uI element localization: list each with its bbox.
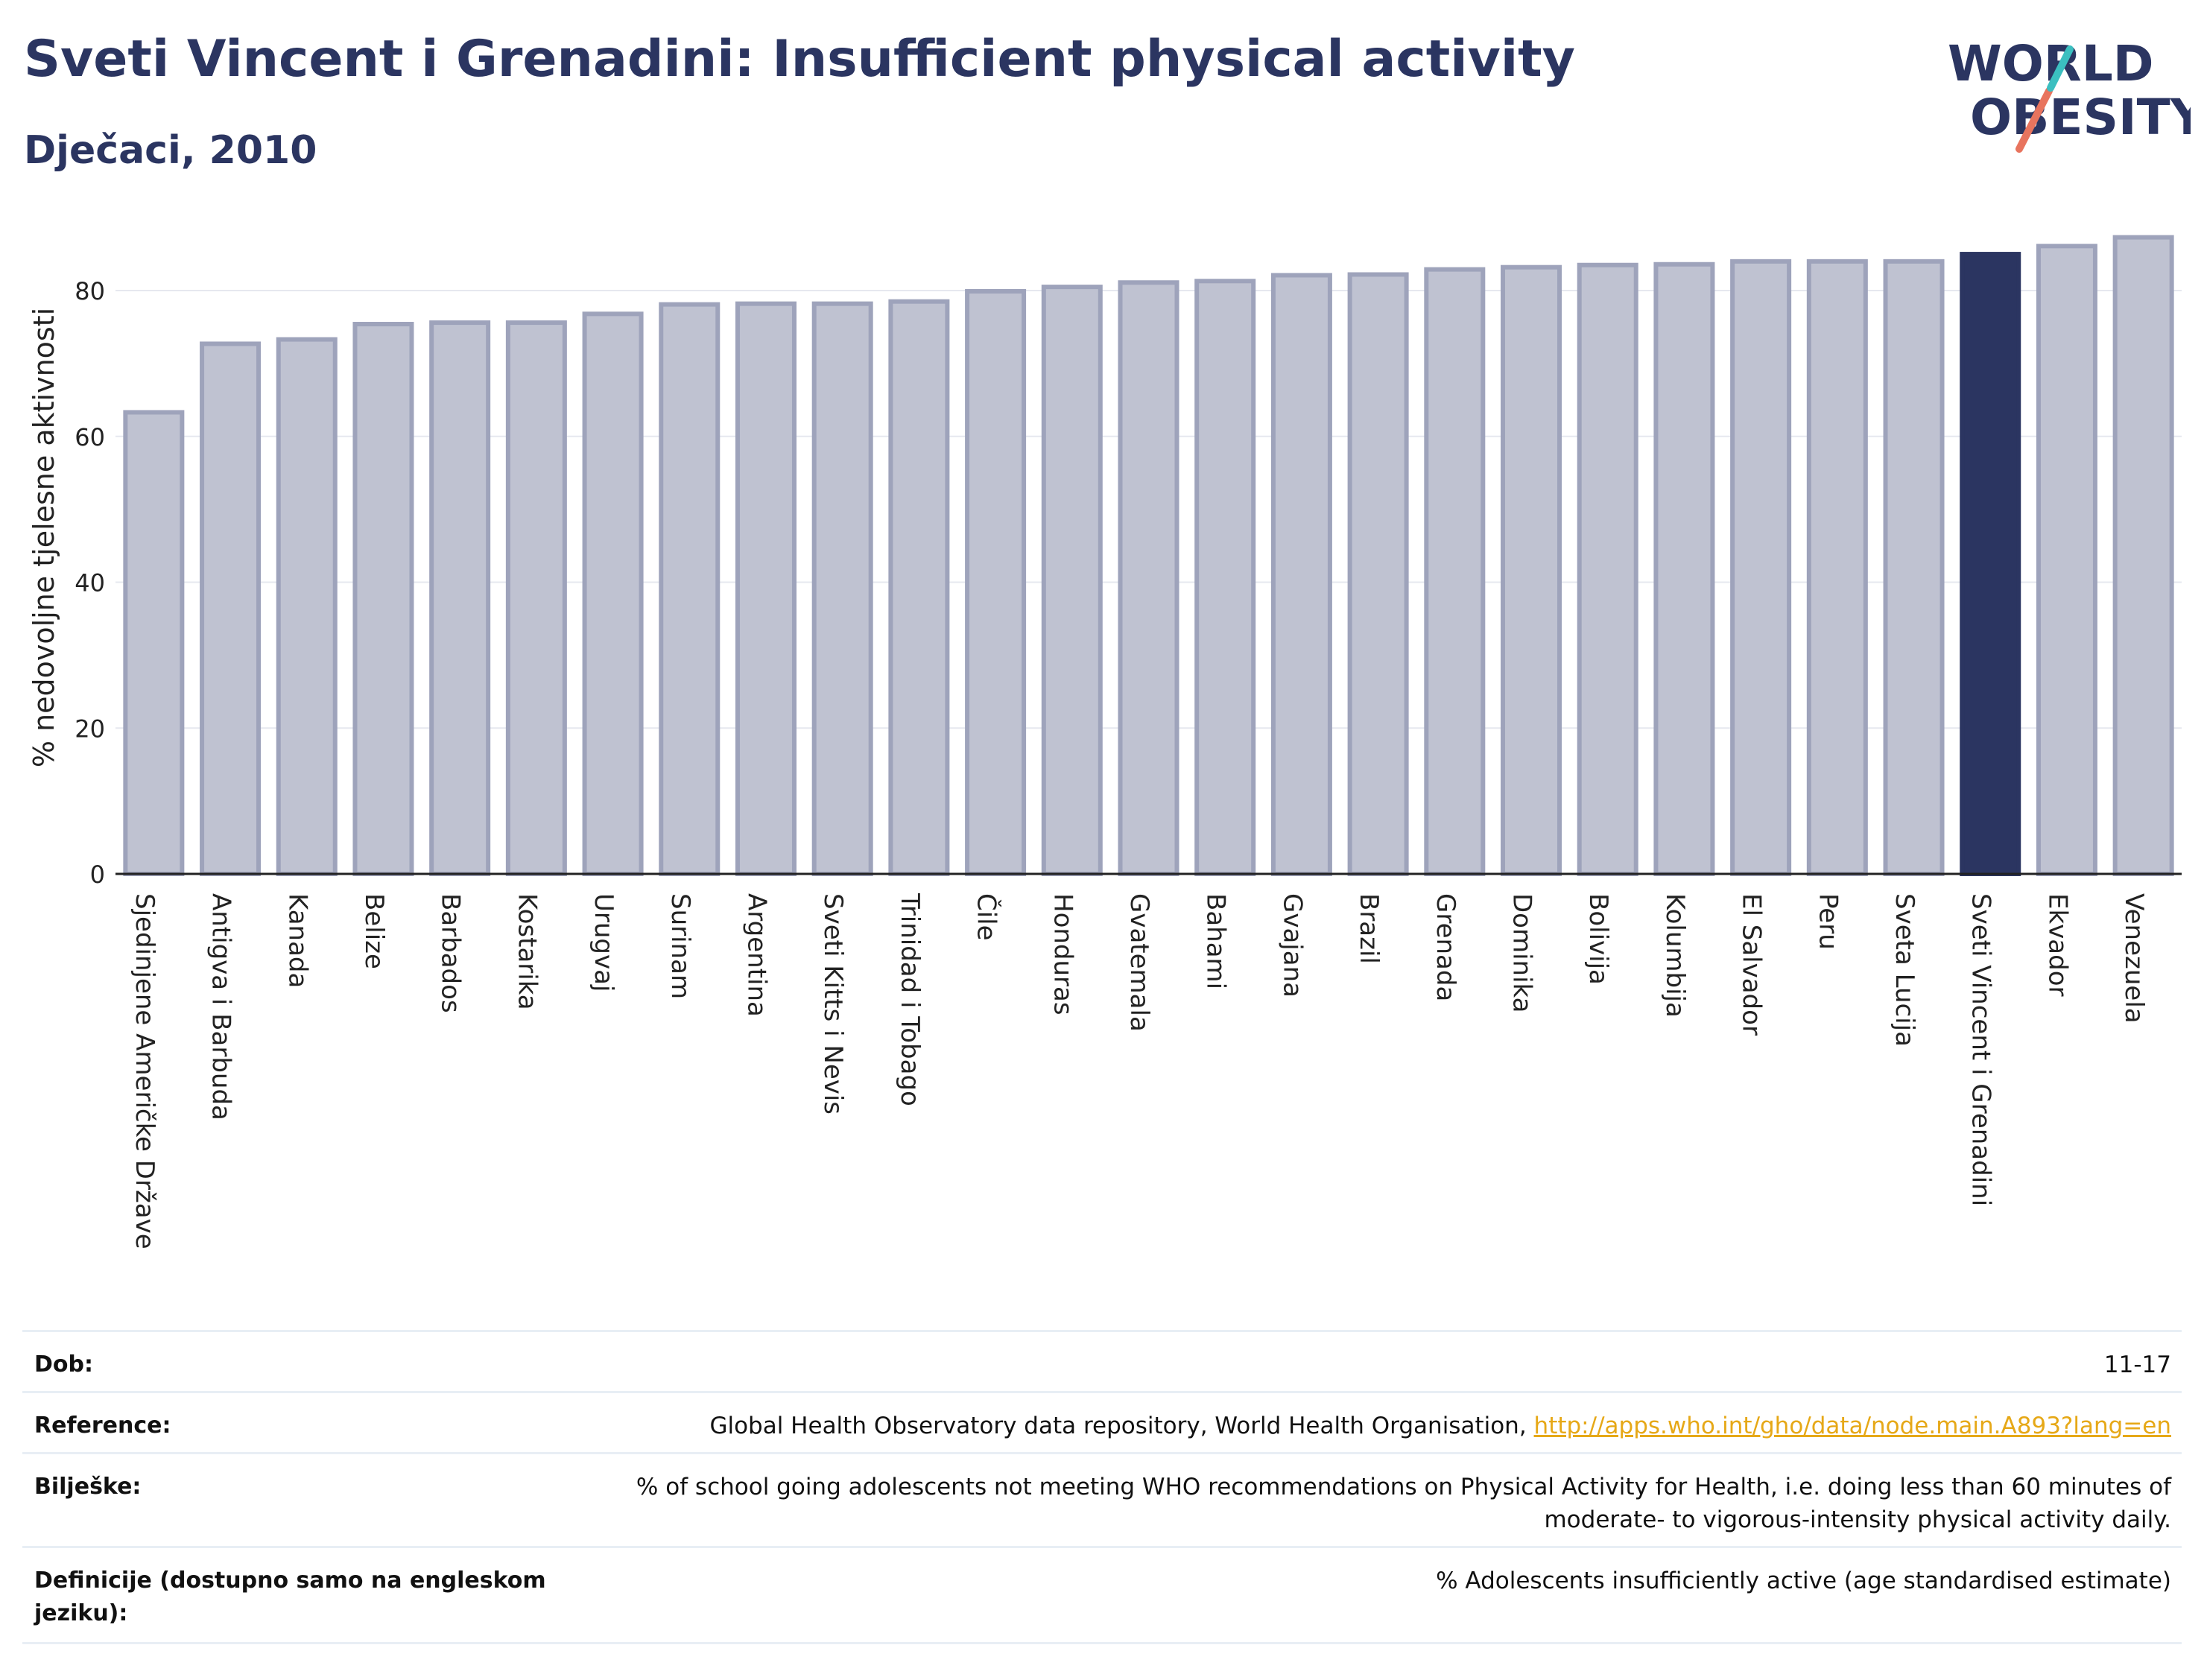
- bar: [505, 320, 567, 876]
- bar: [659, 302, 721, 876]
- meta-label-definitions: Definicije (dostupno samo na engleskom j…: [34, 1565, 571, 1630]
- x-tick-label: Argentina: [741, 893, 771, 1017]
- y-tick-label-80: 80: [75, 277, 105, 305]
- x-tick-label: Bahami: [1201, 893, 1231, 989]
- x-tick-label: Honduras: [1048, 893, 1077, 1015]
- x-tick-label: Trinidad i Tobago: [895, 893, 925, 1106]
- bar: [735, 301, 797, 876]
- bar: [1194, 279, 1256, 876]
- reference-link[interactable]: http://apps.who.int/gho/data/node.main.A…: [1533, 1413, 2171, 1439]
- bar-highlight: [1960, 252, 2021, 876]
- bar: [2112, 235, 2174, 876]
- meta-row-notes: Bilješke: % of school going adolescents …: [22, 1452, 2182, 1548]
- world-obesity-logo: WORLD OBESITY: [1948, 35, 2191, 153]
- bar: [1653, 261, 1715, 876]
- bar: [1577, 262, 1638, 876]
- bar: [1424, 267, 1486, 876]
- bar: [429, 320, 491, 876]
- bar: [1041, 285, 1103, 876]
- x-tick-label: Belize: [359, 893, 389, 969]
- bar: [276, 337, 338, 877]
- x-tick-label: Kostarika: [512, 893, 542, 1010]
- x-tick-label: Grenada: [1431, 893, 1460, 1001]
- meta-value-age: 11-17: [2103, 1351, 2171, 1378]
- x-tick-label: Gvajana: [1277, 893, 1307, 998]
- bar: [1730, 259, 1792, 877]
- x-tick-label: Barbados: [436, 893, 466, 1013]
- x-tick-label: Sveti Kitts i Nevis: [818, 893, 848, 1115]
- logo-line2: OBESITY: [1970, 89, 2191, 146]
- x-tick-label: Sveti Vincent i Grenadini: [1966, 893, 1996, 1206]
- definitions-label-line2: jeziku):: [34, 1600, 128, 1626]
- bar: [1118, 280, 1179, 876]
- bar: [200, 341, 262, 877]
- bar: [1883, 259, 1945, 877]
- meta-label-notes: Bilješke:: [34, 1474, 142, 1500]
- x-tick-label: Urugvaj: [589, 893, 618, 992]
- x-tick-label: Čile: [972, 893, 1002, 941]
- y-tick-label-60: 60: [75, 423, 105, 451]
- x-tick-label: Ekvador: [2042, 893, 2072, 997]
- bar: [888, 299, 950, 876]
- bar: [1501, 264, 1562, 876]
- meta-value-definitions: % Adolescents insufficiently active (age…: [1436, 1568, 2171, 1594]
- meta-row-age: Dob: 11-17: [22, 1330, 2182, 1393]
- bar: [123, 410, 185, 876]
- definitions-label-line1: Definicije (dostupno samo na engleskom: [34, 1568, 546, 1594]
- x-tick-label: Brazil: [1354, 893, 1384, 964]
- meta-label-age: Dob:: [34, 1351, 93, 1378]
- meta-value-notes: % of school going adolescents not meetin…: [636, 1471, 2171, 1536]
- x-tick-label: Kolumbija: [1660, 893, 1690, 1018]
- meta-value-reference: Global Health Observatory data repositor…: [709, 1410, 2171, 1442]
- y-tick-label-40: 40: [75, 569, 105, 597]
- bar: [352, 322, 414, 876]
- x-tick-label: Bolivija: [1583, 893, 1613, 985]
- bar-chart: 0 20 40 60 80 % nedovoljne tjelesne aktivnost…: [28, 235, 2182, 1249]
- x-tick-label: Sveta Lucija: [1890, 893, 1919, 1047]
- bar: [1806, 259, 1868, 877]
- y-tick-label-0: 0: [90, 860, 105, 889]
- chart-subtitle: Dječaci, 2010: [24, 128, 317, 173]
- bar: [811, 301, 873, 876]
- bar: [965, 288, 1027, 876]
- bar: [1270, 273, 1332, 877]
- bar: [582, 311, 644, 876]
- meta-row-definitions: Definicije (dostupno samo na engleskom j…: [22, 1546, 2182, 1644]
- x-tick-label: Venezuela: [2119, 893, 2149, 1024]
- x-tick-label: Sjedinjene Američke Države: [130, 893, 159, 1249]
- meta-label-reference: Reference:: [34, 1413, 171, 1439]
- x-tick-label: Kanada: [282, 893, 312, 988]
- x-tick-label: Peru: [1813, 893, 1843, 950]
- x-tick-label: Antigva i Barbuda: [206, 893, 236, 1120]
- y-axis-label: % nedovoljne tjelesne aktivnosti: [28, 308, 60, 767]
- reference-text: Global Health Observatory data repositor…: [709, 1413, 1534, 1439]
- x-tick-label: El Salvador: [1737, 893, 1767, 1036]
- y-tick-label-20: 20: [75, 714, 105, 743]
- x-tick-label: Dominika: [1507, 893, 1537, 1012]
- chart-title: Sveti Vincent i Grenadini: Insufficient …: [24, 30, 1576, 89]
- x-tick-label: Surinam: [665, 893, 695, 999]
- meta-row-reference: Reference: Global Health Observatory dat…: [22, 1391, 2182, 1454]
- x-tick-label: Gvatemala: [1124, 893, 1154, 1032]
- bar: [2036, 244, 2097, 876]
- bar: [1347, 272, 1409, 876]
- notes-line1: % of school going adolescents not meetin…: [636, 1474, 2171, 1500]
- notes-line2: moderate- to vigorous-intensity physical…: [1544, 1506, 2171, 1533]
